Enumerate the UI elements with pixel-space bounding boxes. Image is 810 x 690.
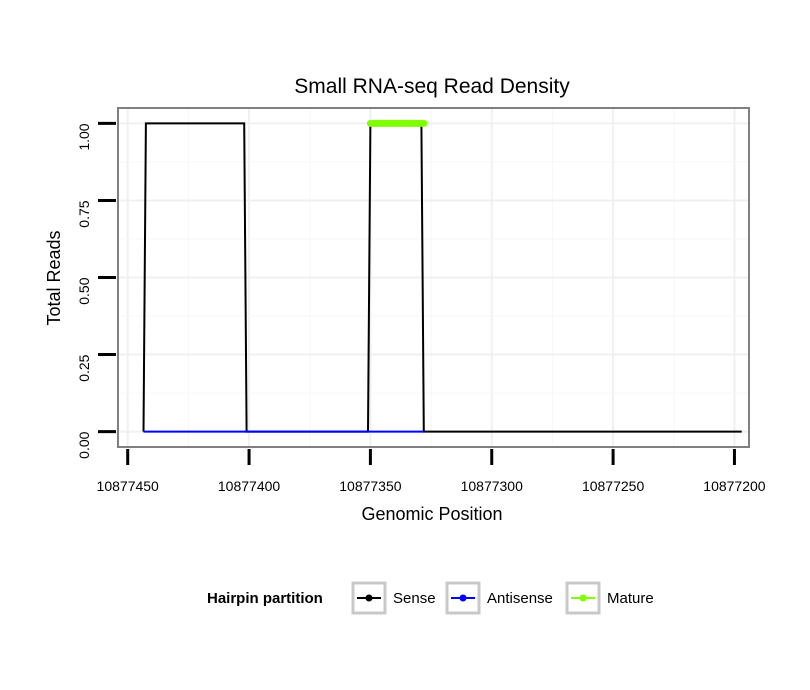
x-tick-label: 10877450	[97, 478, 160, 494]
x-tick-label: 10877250	[582, 478, 645, 494]
series-group	[142, 119, 742, 433]
y-tick-label: 1.00	[76, 123, 92, 150]
legend-label: Antisense	[487, 590, 553, 607]
y-axis-label: Total Reads	[44, 230, 64, 325]
y-tick-label: 0.75	[76, 200, 92, 227]
y-tick-label: 0.50	[76, 277, 92, 304]
legend-label: Sense	[393, 590, 436, 607]
x-tick-label: 10877300	[461, 478, 524, 494]
axes: 10877450 10877400 10877350 10877300 10877250…	[76, 121, 766, 494]
y-tick-label: 0.00	[76, 431, 92, 458]
legend-key-point	[365, 594, 373, 602]
x-tick-label: 10877200	[703, 478, 766, 494]
legend-item-mature: Mature	[565, 581, 654, 615]
chart-title: Small RNA-seq Read Density	[294, 75, 570, 98]
legend-title: Hairpin partition	[207, 590, 323, 607]
legend-key-point	[579, 594, 587, 602]
legend-key-point	[459, 594, 467, 602]
legend-item-antisense: Antisense	[445, 581, 553, 615]
legend-label: Mature	[607, 590, 654, 607]
x-tick-label: 10877400	[218, 478, 281, 494]
panel-border	[117, 107, 750, 448]
legend: Hairpin partition Sense Antisense Mature	[207, 581, 654, 615]
y-tick-label: 0.25	[76, 354, 92, 381]
legend-item-sense: Sense	[351, 581, 436, 615]
x-tick-label: 10877350	[339, 478, 402, 494]
x-axis-label: Genomic Position	[361, 504, 502, 524]
